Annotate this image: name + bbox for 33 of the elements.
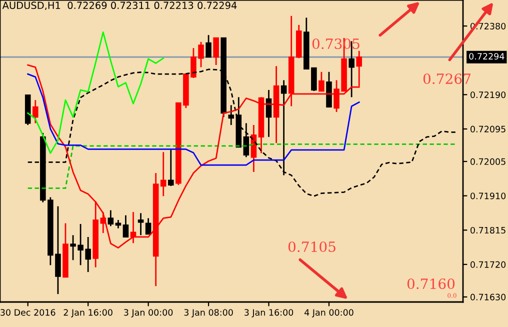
ref-line-label: 0.72294 [469,52,504,60]
x-tick-label: 30 Dec 2016 [0,309,56,316]
y-tick-label: 0.72005 [470,158,506,165]
line-series [27,31,164,154]
candlestick [243,122,250,158]
x-tick-label: 2 Jan 16:00 [64,309,112,318]
candlestick [206,34,212,58]
candlestick [130,211,136,244]
candlestick [168,149,174,187]
candlestick [108,210,114,227]
x-tick-label: 3 Jan 16:00 [244,309,294,318]
annotation: 0.7160 [407,278,455,290]
x-tick-label: 3 Jan 08:00 [184,309,233,318]
y-tick-label: 0.71630 [470,294,506,300]
y-tick-label: 0.72095 [470,126,506,132]
y-tick-label: 0.71720 [470,261,506,268]
candlestick [160,151,166,197]
candlestick [138,212,144,236]
candlestick [318,71,324,92]
y-tick-label: 0.72190 [470,91,506,98]
candlestick [280,80,287,176]
candlestick [145,217,152,235]
y-tick-label: 0.71815 [470,226,506,234]
x-tick-label: 3 Jan 00:00 [124,309,173,318]
candlestick [213,37,219,66]
y-tick-label: 0.71910 [470,192,506,200]
chart-title: AUDUSD,H1 0.72269 0.72311 0.72213 0.72294 [2,2,237,10]
candlestick [32,99,38,124]
candlestick [122,214,129,238]
annotation: 0.7105 [288,241,336,252]
line-series [27,73,360,166]
candlestick [228,104,234,126]
x-tick-label: 4 Jan 00:00 [304,309,354,318]
